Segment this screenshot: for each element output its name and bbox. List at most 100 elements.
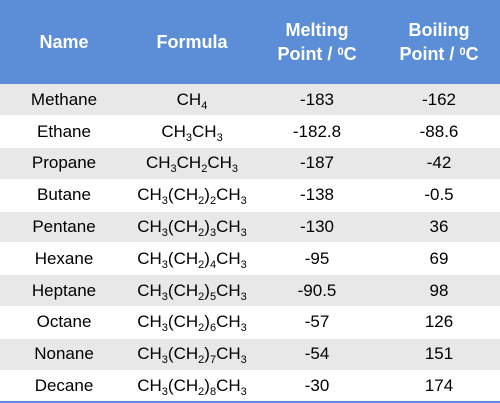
alkane-formula-cell: CH3(CH2)7CH3 (128, 338, 256, 371)
melting-point-cell: -54 (256, 338, 378, 371)
formula-subscript: 3 (240, 195, 247, 208)
formula-segment: (CH (167, 217, 199, 237)
formula-segment: CH (192, 121, 217, 141)
formula-subscript: 3 (161, 354, 168, 367)
formula-subscript: 3 (185, 131, 192, 144)
formula-segment: ) (204, 312, 210, 332)
formula-subscript: 3 (240, 354, 247, 367)
alkane-formula-cell: CH3CH3 (128, 115, 256, 149)
melting-point-cell: -183 (256, 84, 378, 117)
formula-segment: CH (145, 153, 171, 173)
formula-subscript: 3 (240, 322, 247, 335)
formula-subscript: 3 (161, 385, 168, 398)
formula-segment: (CH (167, 312, 199, 332)
boiling-point-cell: -162 (378, 84, 500, 117)
formula-segment: CH (137, 217, 162, 237)
formula-segment: CH (137, 248, 162, 268)
formula-segment: (CH (167, 375, 199, 395)
formula-subscript: 8 (209, 385, 217, 398)
melting-point-cell: -57 (256, 306, 378, 339)
formula-subscript: 3 (161, 258, 168, 271)
formula-segment: CH (216, 217, 241, 237)
formula-segment: CH (216, 312, 241, 332)
header-melting-degree: 0 (337, 46, 344, 58)
formula-subscript: 3 (161, 290, 168, 303)
header-melting-line1: Melting (285, 20, 349, 40)
formula-segment: (CH (167, 248, 199, 268)
formula-segment: CH (216, 344, 241, 364)
alkane-formula-cell: CH3(CH2)4CH3 (128, 242, 256, 276)
table-row: Ethane CH3CH3 -182.8 -88.6 (0, 115, 500, 149)
formula-subscript: 3 (161, 227, 168, 240)
melting-point-cell: -30 (256, 370, 378, 403)
formula-segment: CH (161, 121, 186, 141)
header-formula: Formula (128, 0, 256, 84)
alkane-formula-cell: CH3(CH2)3CH3 (128, 211, 256, 244)
melting-point-cell: -130 (256, 211, 378, 244)
alkane-formula-cell: CH3(CH2)6CH3 (128, 306, 256, 339)
table-row: Propane CH3CH2CH3 -187 -42 (0, 147, 500, 180)
formula-subscript: 3 (240, 227, 247, 240)
alkane-name-cell: Hexane (0, 242, 128, 276)
header-boiling-line2: Point / 0C (378, 42, 500, 66)
header-melting-line2-pre: Point / (277, 44, 338, 64)
boiling-point-cell: 126 (378, 306, 500, 339)
formula-subscript: 4 (209, 258, 217, 271)
formula-subscript: 5 (209, 290, 217, 303)
table-row: Pentane CH3(CH2)3CH3 -130 36 (0, 211, 500, 244)
boiling-point-cell: 174 (378, 370, 500, 403)
formula-subscript: 4 (201, 99, 208, 112)
formula-segment: ) (204, 248, 210, 268)
table-row: Decane CH3(CH2)8CH3 -30 174 (0, 370, 500, 403)
alkane-formula-cell: CH3CH2CH3 (128, 147, 256, 180)
formula-subscript: 3 (240, 290, 247, 303)
table-row: Nonane CH3(CH2)7CH3 -54 151 (0, 338, 500, 371)
formula-subscript: 3 (161, 322, 168, 335)
header-boiling-point: Boiling Point / 0C (378, 0, 500, 84)
formula-subscript: 2 (198, 227, 205, 240)
formula-segment: ) (204, 217, 210, 237)
header-name: Name (0, 0, 128, 84)
formula-segment: (CH (167, 185, 199, 205)
formula-subscript: 2 (198, 322, 205, 335)
formula-segment: ) (204, 375, 210, 395)
formula-segment: CH (216, 375, 241, 395)
header-melting-point: Melting Point / 0C (256, 0, 378, 84)
melting-point-cell: -95 (256, 242, 378, 276)
formula-subscript: 3 (231, 163, 239, 176)
header-boiling-line1: Boiling (408, 20, 470, 40)
header-melting-unit: C (343, 44, 357, 64)
alkane-name-cell: Octane (0, 306, 128, 339)
alkane-name-cell: Heptane (0, 274, 128, 308)
formula-segment: CH (207, 153, 232, 173)
formula-segment: CH (137, 312, 162, 332)
formula-segment: CH (216, 185, 241, 205)
boiling-point-cell: 98 (378, 274, 500, 308)
header-boiling-unit: C (465, 44, 479, 64)
alkane-name-cell: Pentane (0, 211, 128, 244)
table-row: Heptane CH3(CH2)5CH3 -90.5 98 (0, 274, 500, 308)
boiling-point-cell: -0.5 (378, 179, 500, 212)
table-row: Hexane CH3(CH2)4CH3 -95 69 (0, 242, 500, 276)
header-melting-line2: Point / 0C (256, 42, 378, 66)
header-row: Name Formula Melting Point / 0C Boiling … (0, 0, 500, 84)
formula-segment: ) (204, 344, 210, 364)
header-formula-label: Formula (156, 32, 228, 52)
formula-segment: ) (204, 280, 210, 300)
formula-subscript: 2 (198, 195, 205, 208)
formula-segment: CH (216, 280, 241, 300)
alkane-formula-cell: CH3(CH2)2CH3 (128, 179, 256, 212)
formula-subscript: 2 (209, 195, 217, 208)
formula-subscript: 6 (209, 322, 217, 335)
table-body: Methane CH 4 -183 -162 Ethane CH3CH3 -182.8 -88.… (0, 84, 500, 403)
table-row: Methane CH4 -183 -162 (0, 84, 500, 117)
formula-subscript: 3 (240, 258, 247, 271)
boiling-point-cell: -88.6 (378, 115, 500, 149)
alkane-name-cell: Nonane (0, 338, 128, 371)
alkane-name-cell: Methane (0, 84, 128, 117)
melting-point-cell: -138 (256, 179, 378, 212)
formula-segment: CH (137, 185, 162, 205)
melting-point-cell: -90.5 (256, 274, 378, 308)
